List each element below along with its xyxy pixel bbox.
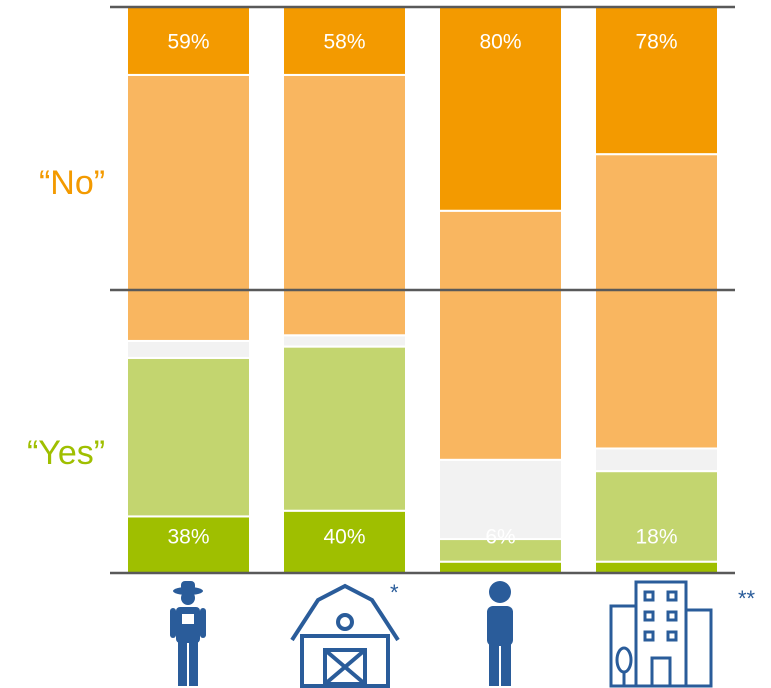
- bar-segment: [594, 470, 719, 563]
- bar-segment: [594, 153, 719, 450]
- bar-segment: [126, 6, 251, 76]
- no-total-label: 78%: [635, 31, 677, 54]
- bar-segment: [438, 209, 563, 461]
- yes-total-label: 38%: [167, 526, 209, 549]
- bar-segment: [594, 560, 719, 574]
- asterisk: **: [738, 586, 756, 611]
- bar-segment: [594, 447, 719, 473]
- bar-segment: [282, 73, 407, 337]
- icons: * **: [170, 580, 756, 688]
- bar-segment: [282, 345, 407, 512]
- farmer-icon: [170, 581, 206, 686]
- yes-label: “Yes”: [27, 434, 105, 472]
- asterisk: *: [390, 580, 399, 605]
- barn-icon: [290, 583, 400, 688]
- bar-segment: [126, 339, 251, 359]
- no-total-label: 80%: [479, 31, 521, 54]
- bar-segment: [126, 73, 251, 342]
- building-icon: [609, 580, 713, 688]
- bar-segment: [438, 6, 563, 212]
- bar-segment: [594, 6, 719, 156]
- bar-segment: [282, 6, 407, 76]
- bar-segment: [126, 356, 251, 518]
- no-total-label: 59%: [167, 31, 209, 54]
- bar-segment: [282, 334, 407, 348]
- no-total-label: 58%: [323, 31, 365, 54]
- bar-segment: [438, 560, 563, 574]
- yes-total-label: 40%: [323, 526, 365, 549]
- no-label: “No”: [39, 164, 105, 202]
- yes-total-label: 18%: [635, 526, 677, 549]
- person-icon: [487, 581, 513, 686]
- bar-segment: [438, 458, 563, 541]
- yes-total-label: 6%: [485, 526, 515, 549]
